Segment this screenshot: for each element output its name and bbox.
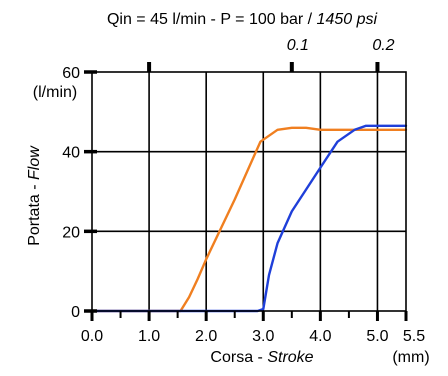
x-tick-label-6: 5.5 xyxy=(403,328,425,345)
x-tick-label-4: 4.0 xyxy=(309,328,331,345)
series-layer xyxy=(90,124,408,313)
plot-frame xyxy=(91,71,407,312)
y-axis-label: Portata - Flow xyxy=(26,145,43,246)
y-axis-label-text: Portata - xyxy=(26,180,43,246)
series-line-1 xyxy=(90,124,408,313)
chart-title: Qin = 45 l/min - P = 100 bar / 1450 psi xyxy=(107,11,378,28)
y-tick-label-1: 20 xyxy=(62,224,80,241)
x-axis-label-text: Corsa - xyxy=(210,349,267,366)
top-tick-label-2: 0.2 xyxy=(372,37,394,54)
x-tick-label-1: 1.0 xyxy=(138,328,160,345)
x-tick-label-3: 3.0 xyxy=(252,328,274,345)
x-axis: 0.0 1.0 2.0 3.0 4.0 5.0 5.5 xyxy=(81,311,425,345)
y-axis-unit: (l/min) xyxy=(33,84,77,101)
x-tick-label-2: 2.0 xyxy=(195,328,217,345)
y-tick-label-3: 60 xyxy=(62,65,80,82)
x-axis-label-italic: Stroke xyxy=(267,349,313,366)
top-axis-ticks: 0.1 0.2 xyxy=(147,37,395,72)
y-axis-label-italic: Flow xyxy=(26,145,43,180)
plot-border xyxy=(91,71,407,312)
top-tick-label-1: 0.1 xyxy=(287,37,309,54)
chart-title-text: Qin = 45 l/min - P = 100 bar / xyxy=(107,11,317,28)
chart-title-italic: 1450 psi xyxy=(317,11,378,28)
y-tick-label-0: 0 xyxy=(71,304,80,321)
y-tick-label-2: 40 xyxy=(62,145,80,162)
y-axis: 0 20 40 60 xyxy=(62,65,97,321)
series-line-0 xyxy=(90,126,408,313)
x-tick-label-5: 5.0 xyxy=(366,328,388,345)
x-axis-unit: (mm) xyxy=(392,349,429,366)
x-axis-label: Corsa - Stroke xyxy=(210,349,313,366)
grid-lines xyxy=(92,72,406,311)
x-tick-label-0: 0.0 xyxy=(81,328,103,345)
